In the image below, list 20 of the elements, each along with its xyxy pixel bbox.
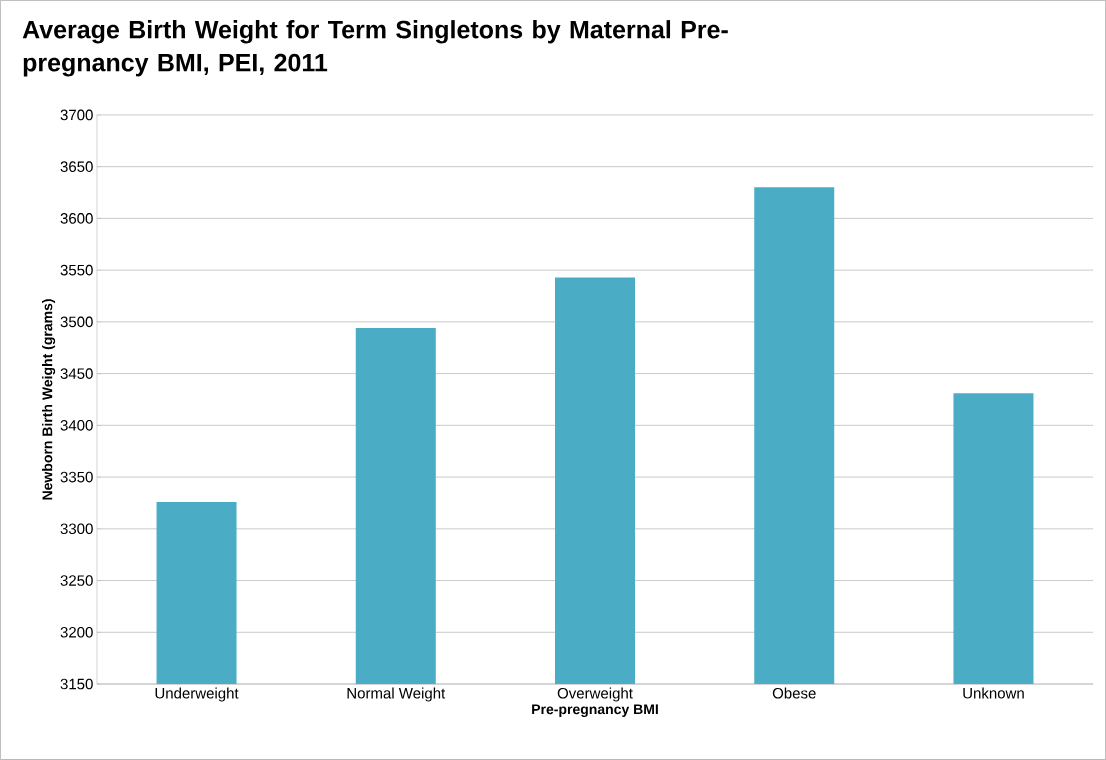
y-tick-label: 3150 [60, 678, 93, 690]
y-tick-label: 3300 [60, 523, 93, 535]
x-tick-label: Underweight [155, 687, 239, 702]
y-tick-label: 3600 [60, 213, 93, 224]
x-tick-label: Overweight [557, 687, 633, 702]
y-tick-label: 3550 [60, 264, 93, 276]
chart-title: Average Birth Weight for Term Singletons by Maternal Pre-pregnancy BMI, PEI, 2011 [22, 20, 728, 77]
y-tick-label: 3500 [60, 316, 93, 328]
y-tick-label: 3650 [60, 161, 93, 172]
y-tick-label: 3250 [60, 575, 93, 586]
y-tick-label: 3200 [60, 627, 93, 638]
x-tick-label: Normal Weight [347, 687, 446, 702]
x-tick-label: Obese [772, 687, 816, 699]
y-tick-label: 3700 [60, 109, 93, 121]
y-tick-label: 3400 [60, 420, 93, 431]
y-tick-label: 3350 [60, 471, 93, 483]
x-axis-title: Pre-pregnancy BMI [532, 704, 658, 718]
y-tick-label: 3450 [60, 368, 93, 379]
y-axis-title: Newborn Birth Weight (grams) [42, 299, 56, 500]
x-tick-label: Unknown [963, 687, 1024, 699]
